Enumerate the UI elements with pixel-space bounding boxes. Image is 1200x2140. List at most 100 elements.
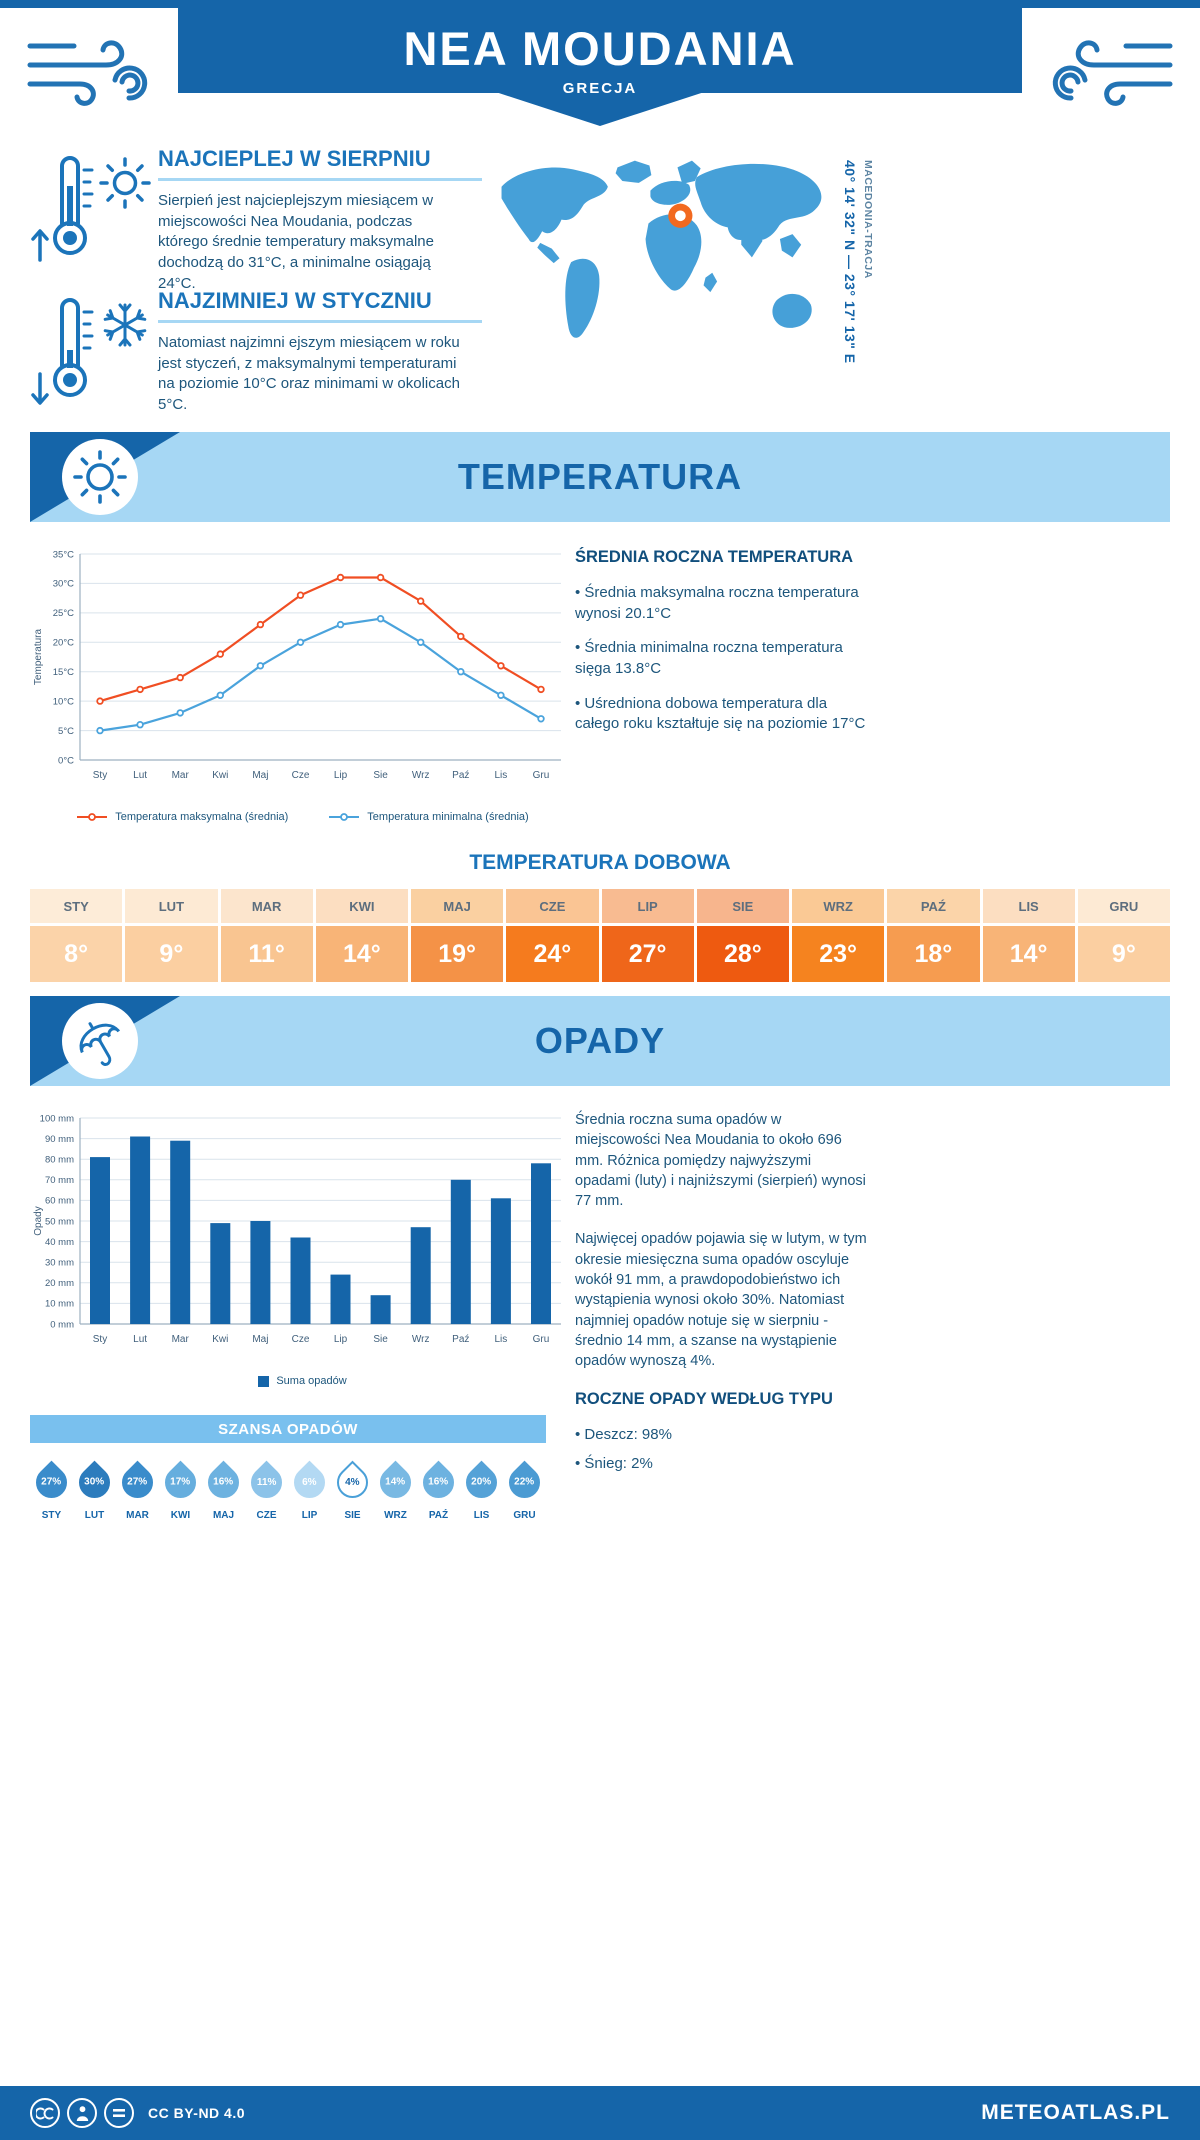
umbrella-icon xyxy=(79,1022,120,1067)
chance-item: 22% GRU xyxy=(502,1460,547,1521)
daily-temperature-cell: 8° xyxy=(30,926,123,982)
svg-text:70 mm: 70 mm xyxy=(45,1175,74,1186)
svg-text:Lut: Lut xyxy=(133,770,147,781)
daily-month-header: KWI xyxy=(315,889,408,923)
license-icons[interactable] xyxy=(30,2098,134,2128)
svg-text:80 mm: 80 mm xyxy=(45,1155,74,1166)
chance-month-label: MAJ xyxy=(212,1510,235,1521)
svg-text:50 mm: 50 mm xyxy=(45,1216,74,1227)
chance-item: 17% KWI xyxy=(158,1460,203,1521)
svg-text:Gru: Gru xyxy=(533,1334,550,1345)
svg-text:Mar: Mar xyxy=(172,770,190,781)
daily-month-header: SIE xyxy=(696,889,789,923)
attribution-icon[interactable] xyxy=(67,2098,97,2128)
svg-text:Paź: Paź xyxy=(452,1334,469,1345)
svg-text:Lis: Lis xyxy=(495,1334,508,1345)
daily-temperature-cell: 28° xyxy=(696,926,789,982)
svg-text:Lut: Lut xyxy=(133,1334,147,1345)
svg-text:Gru: Gru xyxy=(533,770,550,781)
chance-month-label: SIE xyxy=(344,1510,361,1521)
chance-month-label: CZE xyxy=(256,1510,277,1521)
temperature-chart: 0°C 5°C 10°C 15°C 20°C 25°C 30°C 35°C Sty Lut Mar K… xyxy=(30,542,575,799)
chance-item: 6% LIP xyxy=(287,1460,332,1521)
legend-item: Temperatura minimalna (średnia) xyxy=(328,811,529,823)
coordinates-label: 40° 14' 32" N — 23° 17' 13" E xyxy=(842,160,858,364)
cc-icon[interactable] xyxy=(30,2098,60,2128)
daily-month-header: CZE xyxy=(506,889,599,923)
daily-month-header: PAŹ xyxy=(887,889,980,923)
daily-month-header: LIP xyxy=(601,889,694,923)
chance-month-label: GRU xyxy=(513,1510,536,1521)
legend-item: Suma opadów xyxy=(258,1375,347,1387)
legend-label: Suma opadów xyxy=(276,1375,347,1387)
wind-icon xyxy=(22,20,152,117)
daily-month-header: STY xyxy=(30,889,123,923)
wind-swirl-svg xyxy=(1052,40,1173,106)
thermometer-down-icon xyxy=(31,298,94,405)
svg-text:Wrz: Wrz xyxy=(412,770,430,781)
snowflake-icon xyxy=(103,303,147,347)
no-derivatives-icon[interactable] xyxy=(104,2098,134,2128)
precipitation-description: Średnia roczna suma opadów w miejscowośc… xyxy=(575,1110,867,1372)
chance-month-label: STY xyxy=(41,1510,62,1521)
svg-text:35°C: 35°C xyxy=(53,549,74,560)
overview-section: NAJCIEPLEJ W SIERPNIU Sierpień jest najc… xyxy=(0,136,1200,432)
chance-value: 22% xyxy=(514,1476,535,1488)
raindrop-icon: 16% xyxy=(201,1460,246,1505)
coldest-month-title: NAJZIMNIEJ W STYCZNIU xyxy=(158,288,482,323)
page-title: NEA MOUDANIA xyxy=(403,22,797,75)
daily-temperature-cell: 18° xyxy=(887,926,980,982)
raindrop-icon: 4% xyxy=(330,1460,375,1505)
world-map xyxy=(488,148,836,386)
chance-of-precipitation-title: SZANSA OPADÓW xyxy=(30,1415,546,1443)
legend-swatch xyxy=(77,813,108,821)
chance-month-label: WRZ xyxy=(384,1510,407,1521)
map-marker xyxy=(668,203,693,228)
daily-temperature-cell: 9° xyxy=(125,926,218,982)
precipitation-paragraph: Średnia roczna suma opadów w miejscowośc… xyxy=(575,1112,866,1210)
temperature-banner: TEMPERATURA xyxy=(30,432,1170,522)
raindrop-icon: 22% xyxy=(502,1460,547,1505)
svg-text:15°C: 15°C xyxy=(53,667,74,678)
raindrop-icon: 20% xyxy=(459,1460,504,1505)
legend-swatch xyxy=(329,813,360,821)
warmest-month-text: Sierpień jest najcieplejszym miesiącem w… xyxy=(158,192,434,292)
license-label: CC BY-ND 4.0 xyxy=(148,2105,246,2121)
svg-text:25°C: 25°C xyxy=(53,608,74,619)
sun-icon xyxy=(99,157,151,209)
chance-value: 11% xyxy=(256,1477,277,1488)
chance-month-label: PAŹ xyxy=(428,1510,449,1521)
daily-month-header: LUT xyxy=(125,889,218,923)
svg-text:10°C: 10°C xyxy=(53,696,74,707)
footer: CC BY-ND 4.0 METEOATLAS.PL xyxy=(0,2086,1200,2140)
daily-temperature-cell: 27° xyxy=(601,926,694,982)
daily-temperature-cell: 14° xyxy=(315,926,408,982)
chance-item: 14% WRZ xyxy=(373,1460,418,1521)
svg-text:Cze: Cze xyxy=(292,1334,310,1345)
brand-link[interactable]: METEOATLAS.PL xyxy=(981,2101,1170,2124)
bullet-item: Deszcz: 98% xyxy=(575,1425,867,1446)
svg-text:Wrz: Wrz xyxy=(412,1334,430,1345)
svg-text:Lip: Lip xyxy=(334,770,348,781)
chance-month-label: MAR xyxy=(126,1510,149,1521)
raindrop-icon: 16% xyxy=(416,1460,461,1505)
sun-icon xyxy=(73,450,127,504)
svg-text:Mar: Mar xyxy=(172,1334,190,1345)
line-chart-svg: 0°C 5°C 10°C 15°C 20°C 25°C 30°C 35°C Sty Lut Mar K… xyxy=(33,549,561,781)
coldest-month-text: Natomiast najzimni ejszym miesiącem w ro… xyxy=(158,334,460,414)
precipitation-banner: OPADY xyxy=(30,996,1170,1086)
chance-value: 16% xyxy=(428,1476,449,1488)
raindrop-icon: 30% xyxy=(72,1460,117,1505)
chance-item: 4% SIE xyxy=(330,1460,375,1521)
precipitation-banner-title: OPADY xyxy=(534,1020,666,1061)
legend-label: Temperatura minimalna (średnia) xyxy=(367,811,529,823)
daily-temperature-cell: 9° xyxy=(1077,926,1170,982)
bar-chart-svg: 0 mm 10 mm 20 mm 30 mm 40 mm 50 mm 60 mm 70 mm 8… xyxy=(33,1113,561,1345)
daily-temperature-cell: 14° xyxy=(982,926,1075,982)
chance-item: 27% MAR xyxy=(115,1460,160,1521)
svg-text:Cze: Cze xyxy=(292,770,310,781)
raindrop-icon: 27% xyxy=(115,1460,160,1505)
chance-item: 16% PAŹ xyxy=(416,1460,461,1521)
svg-text:Maj: Maj xyxy=(252,770,268,781)
